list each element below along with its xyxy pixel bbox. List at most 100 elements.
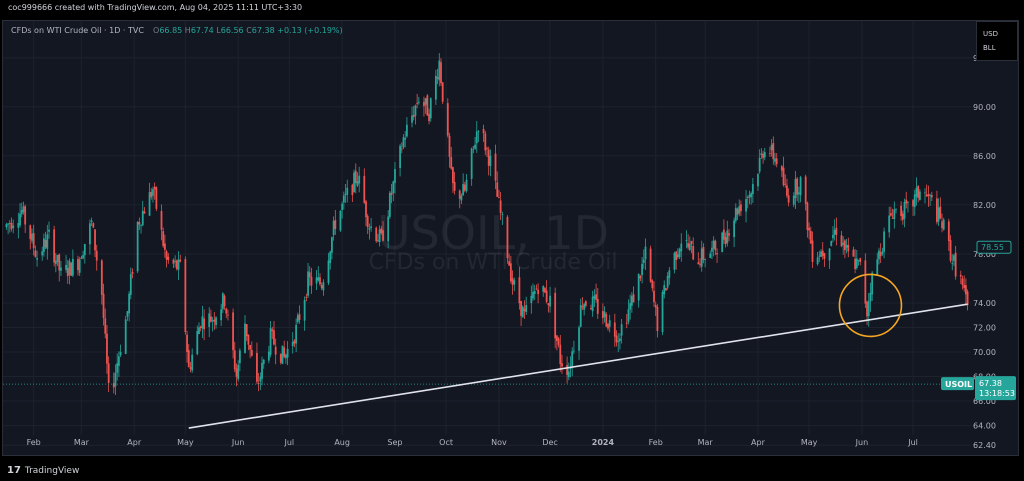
y-tick-label: 90.00 — [973, 103, 996, 112]
candle-body — [368, 228, 371, 230]
candle-body — [545, 290, 548, 302]
candle-body — [356, 181, 359, 186]
candle-body — [605, 314, 608, 327]
candle-body — [187, 350, 190, 367]
series-legend: CFDs on WTI Crude Oil · 1D · TVC O66.85 … — [11, 26, 343, 35]
candle-body — [523, 308, 526, 312]
candle-body — [477, 131, 480, 133]
candle-body — [770, 144, 773, 151]
candle-body — [959, 274, 962, 277]
candle-body — [537, 289, 540, 295]
candle-body — [233, 350, 236, 370]
candle-body — [281, 345, 284, 364]
candle-body — [615, 335, 618, 343]
candle-body — [821, 250, 824, 256]
symbol-tag-text: USOIL — [945, 380, 972, 389]
candle-body — [215, 317, 217, 326]
candle-body — [617, 340, 620, 342]
candle-body — [654, 304, 657, 308]
watermark-ticker: USOIL, 1D — [377, 206, 609, 260]
candle-body — [549, 295, 551, 307]
candle-body — [191, 354, 194, 371]
candle-body — [653, 290, 655, 303]
candle-body — [472, 146, 475, 148]
candle-body — [327, 260, 330, 284]
candle-body — [71, 258, 74, 276]
x-tick-label: Mar — [74, 438, 90, 447]
tradingview-logo[interactable]: 17 TradingView — [7, 465, 79, 476]
candle-body — [830, 241, 833, 246]
y-tick-label: 70.00 — [973, 348, 996, 357]
candle-body — [533, 290, 536, 294]
candle-body — [307, 271, 309, 296]
y-tick-label: 74.00 — [973, 299, 996, 308]
x-tick-label: Feb — [649, 438, 663, 447]
candle-body — [152, 189, 154, 196]
candle-body — [762, 153, 764, 158]
candle-body — [453, 181, 456, 191]
candle-body — [639, 276, 642, 279]
candle-body — [496, 182, 499, 197]
candle-body — [832, 234, 834, 239]
candle-body — [53, 229, 56, 263]
tradingview-logo-icon: 17 — [7, 465, 21, 476]
currency-label: USD — [983, 30, 998, 38]
candle-body — [417, 101, 420, 103]
candle-body — [498, 197, 500, 198]
candle-body — [769, 153, 771, 154]
candle-body — [828, 248, 831, 261]
candle-body — [953, 255, 955, 261]
candle-body — [24, 206, 27, 225]
candle-body — [840, 235, 843, 247]
candle-body — [482, 128, 485, 134]
candle-body — [460, 195, 463, 201]
candle-body — [308, 272, 311, 278]
candle-body — [688, 243, 691, 251]
candle-body — [888, 215, 891, 233]
candle-body — [763, 152, 766, 158]
candle-body — [41, 251, 44, 256]
candle-body — [474, 144, 476, 149]
y-tick-label: 78.00 — [973, 250, 996, 259]
candle-body — [758, 157, 761, 172]
candle-body — [835, 227, 838, 235]
candle-body — [557, 338, 560, 345]
candle-body — [89, 223, 91, 245]
candle-body — [210, 316, 212, 322]
candle-body — [915, 187, 918, 197]
countdown-text: 13:18:53 — [979, 389, 1015, 398]
candle-body — [399, 145, 401, 168]
candle-body — [895, 208, 897, 210]
candle-body — [377, 240, 379, 242]
candle-body — [893, 209, 896, 219]
candle-body — [148, 192, 151, 216]
candle-body — [315, 277, 318, 284]
candle-body — [929, 195, 931, 196]
candle-body — [247, 334, 250, 345]
candle-body — [458, 190, 461, 199]
candle-body — [462, 184, 465, 196]
candle-body — [620, 324, 623, 336]
candle-body — [32, 233, 35, 249]
candle-body — [924, 192, 926, 194]
currency-unit-box[interactable]: USD BLL — [976, 21, 1018, 61]
candle-body — [141, 210, 144, 226]
candle-body — [525, 305, 528, 313]
candle-body — [675, 251, 678, 261]
candle-body — [319, 277, 321, 285]
candle-body — [555, 335, 558, 341]
candle-body — [404, 138, 407, 140]
candle-body — [964, 285, 967, 295]
candle-body — [351, 184, 354, 195]
candle-body — [426, 95, 429, 116]
candle-body — [136, 221, 139, 272]
candle-body — [80, 257, 83, 259]
candle-body — [561, 363, 563, 367]
candle-body — [787, 195, 790, 203]
candle-body — [823, 253, 826, 259]
candle-body — [196, 330, 199, 355]
candle-body — [581, 306, 584, 308]
candle-body — [663, 285, 666, 295]
